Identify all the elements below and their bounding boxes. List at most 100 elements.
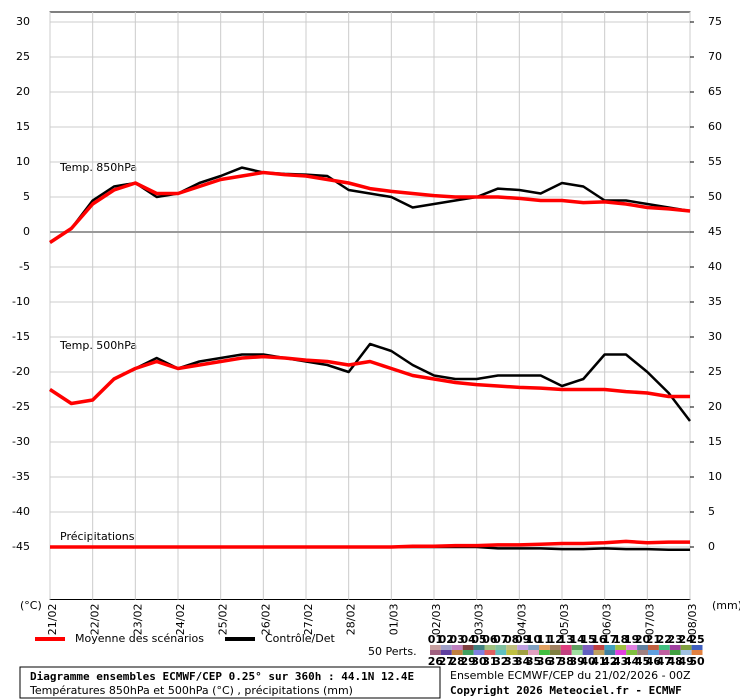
pert-swatch [517, 645, 529, 650]
pert-label: 07 [493, 633, 508, 646]
pert-label: 10 [526, 633, 542, 646]
x-tick-label: 23/02 [131, 604, 144, 636]
y2-tick-label: 50 [708, 190, 722, 203]
y-tick-label: 30 [16, 15, 30, 28]
pert-label: 13 [559, 633, 574, 646]
pert-swatch [658, 650, 670, 655]
y2-tick-label: 30 [708, 330, 722, 343]
y-tick-label: -35 [12, 470, 30, 483]
pert-label: 29 [460, 655, 475, 668]
pert-label: 38 [559, 655, 574, 668]
y2-tick-label: 70 [708, 50, 722, 63]
pert-label: 20 [635, 633, 651, 646]
pert-swatch [669, 650, 681, 655]
pert-label: 14 [569, 633, 585, 646]
legend-label: Moyenne des scénarios [75, 632, 204, 645]
y2-tick-label: 5 [708, 505, 715, 518]
x-tick-label: 05/03 [558, 604, 571, 636]
y2-tick-label: 35 [708, 295, 722, 308]
x-tick-label: 28/02 [345, 604, 358, 636]
pert-label: 31 [482, 655, 497, 668]
pert-label: 12 [548, 633, 563, 646]
pert-swatch [582, 645, 594, 650]
y-unit: (°C) [20, 599, 42, 612]
pert-label: 04 [460, 633, 476, 646]
x-tick-label: 27/02 [302, 604, 315, 636]
y2-tick-label: 25 [708, 365, 722, 378]
perts-label: 50 Perts. [368, 645, 417, 658]
pert-label: 18 [613, 633, 628, 646]
copyright: Copyright 2026 Meteociel.fr - ECMWF [450, 684, 682, 697]
pert-label: 36 [537, 655, 553, 668]
pert-swatch [549, 650, 561, 655]
pert-swatch [549, 645, 561, 650]
x-tick-label: 25/02 [217, 604, 230, 636]
pert-label: 45 [635, 655, 650, 668]
pert-label: 02 [439, 633, 454, 646]
pert-label: 17 [602, 633, 617, 646]
pert-swatch [539, 650, 550, 655]
footer-box [19, 666, 441, 699]
footer-title: Diagramme ensembles ECMWF/CEP 0.25° sur … [30, 670, 414, 683]
y-tick-label: 0 [23, 225, 30, 238]
pert-swatch [451, 645, 463, 650]
y2-tick-label: 40 [708, 260, 722, 273]
pert-swatch [495, 645, 507, 650]
pert-label: 49 [678, 655, 693, 668]
pert-swatch [440, 650, 452, 655]
pert-label: 11 [537, 633, 552, 646]
pert-swatch [451, 650, 463, 655]
y-tick-label: -10 [12, 295, 30, 308]
y2-tick-label: 0 [708, 540, 715, 553]
footer-sub: Températures 850hPa et 500hPa (°C) , pré… [29, 684, 353, 697]
panel-label: Temp. 500hPa [59, 339, 137, 352]
y-tick-label: -45 [12, 540, 30, 553]
pert-swatch [560, 650, 572, 655]
pert-label: 15 [580, 633, 595, 646]
panel-label: Temp. 850hPa [59, 161, 137, 174]
pert-swatch [658, 645, 670, 650]
info: Ensemble ECMWF/CEP du 21/02/2026 - 00Z [450, 669, 691, 682]
pert-swatch [637, 650, 648, 655]
pert-swatch [691, 650, 703, 655]
pert-label: 50 [689, 655, 705, 668]
pert-label: 24 [678, 633, 694, 646]
pert-swatch [571, 650, 583, 655]
pert-label: 21 [646, 633, 661, 646]
pert-label: 05 [471, 633, 486, 646]
pert-label: 22 [657, 633, 672, 646]
pert-label: 28 [450, 655, 465, 668]
pert-swatch [680, 650, 692, 655]
pert-swatch [484, 645, 496, 650]
pert-label: 25 [689, 633, 704, 646]
pert-label: 40 [580, 655, 596, 668]
y2-tick-label: 10 [708, 470, 722, 483]
y-tick-label: -25 [12, 400, 30, 413]
x-tick-label: 04/03 [515, 604, 528, 636]
pert-label: 35 [526, 655, 541, 668]
pert-swatch [430, 645, 441, 650]
x-tick-label: 21/02 [46, 604, 59, 636]
pert-swatch [440, 645, 452, 650]
mean-line [49, 354, 690, 406]
y2-tick-label: 45 [708, 225, 722, 238]
y-tick-label: -20 [12, 365, 30, 378]
pert-swatch [615, 645, 627, 650]
x-tick-label: 22/02 [89, 604, 102, 636]
pert-swatch [473, 650, 485, 655]
pert-swatch [528, 650, 539, 655]
pert-label: 47 [657, 655, 672, 668]
pert-label: 43 [613, 655, 628, 668]
y-tick-label: 15 [16, 120, 30, 133]
y-tick-label: -30 [12, 435, 30, 448]
pert-swatch [430, 650, 441, 655]
pert-swatch [615, 650, 627, 655]
x-tick-label: 08/03 [686, 604, 699, 636]
y2-tick-label: 75 [708, 15, 722, 28]
pert-swatch [669, 645, 681, 650]
pert-label: 01 [428, 633, 443, 646]
y2-tick-label: 60 [708, 120, 722, 133]
y2-unit: (mm) [712, 599, 740, 612]
